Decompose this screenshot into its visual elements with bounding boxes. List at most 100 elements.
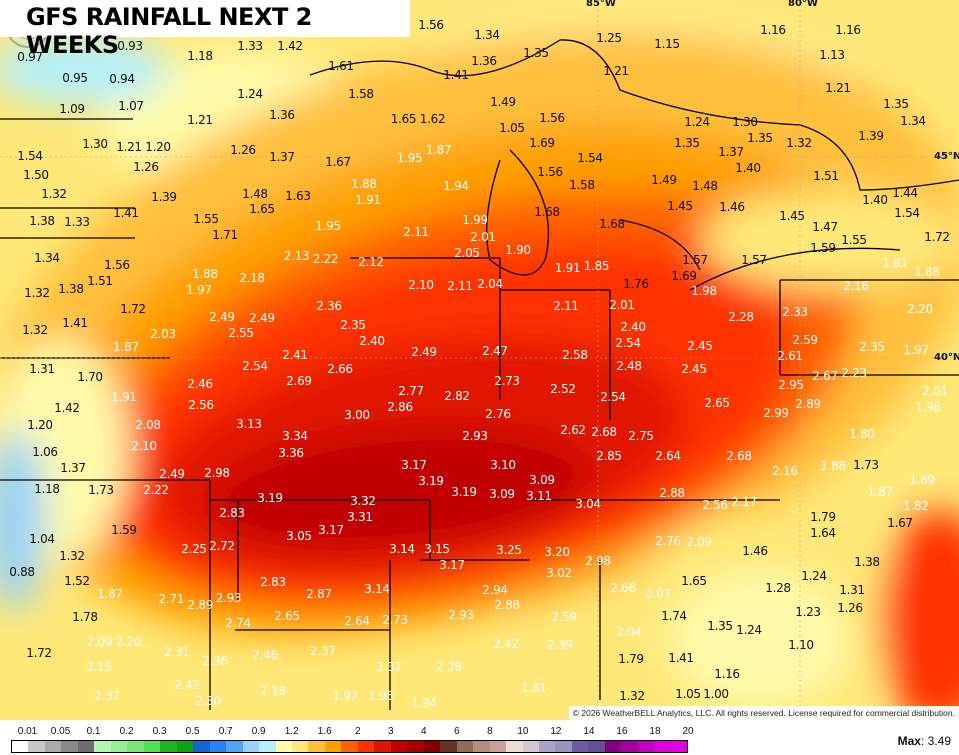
- rainfall-value-label: 1.21: [603, 64, 629, 78]
- rainfall-value-label: 2.76: [655, 534, 681, 548]
- rainfall-value-label: 2.11: [403, 225, 429, 239]
- rainfall-value-label: 3.19: [451, 485, 477, 499]
- rainfall-value-label: 1.40: [735, 161, 761, 175]
- rainfall-value-label: 0.95: [62, 71, 88, 85]
- rainfall-value-label: 2.37: [310, 644, 336, 658]
- rainfall-value-label: 3.04: [575, 497, 601, 511]
- rainfall-value-label: 2.35: [340, 317, 366, 332]
- rainfall-value-label: 2.59: [792, 333, 818, 347]
- rainfall-value-label: 2.86: [387, 399, 413, 414]
- rainfall-value-label: 1.74: [661, 609, 687, 623]
- rainfall-value-label: 1.54: [577, 151, 603, 165]
- rainfall-value-label: 1.21: [825, 81, 851, 95]
- rainfall-value-label: 1.45: [779, 209, 805, 223]
- legend-tick-label: 16: [616, 726, 628, 737]
- rainfall-value-label: 1.41: [62, 316, 88, 330]
- rainfall-value-label: 1.95: [396, 151, 423, 165]
- rainfall-value-label: 1.42: [277, 39, 303, 53]
- rainfall-value-label: 1.36: [471, 54, 497, 68]
- rainfall-value-label: 1.33: [237, 39, 263, 53]
- rainfall-value-label: 1.48: [242, 187, 268, 201]
- rainfall-value-label: 1.07: [118, 99, 144, 113]
- rainfall-value-label: 1.81: [521, 681, 547, 695]
- rainfall-value-label: 2.16: [772, 464, 798, 478]
- legend-swatch: [456, 741, 474, 752]
- rainfall-value-label: 1.39: [151, 190, 177, 204]
- rainfall-value-label: 1.24: [801, 569, 827, 583]
- legend-swatch: [193, 741, 210, 752]
- rainfall-value-label: 2.13: [283, 249, 310, 263]
- rainfall-value-label: 2.46: [252, 648, 278, 662]
- rainfall-value-label: 1.41: [443, 68, 469, 82]
- rainfall-value-label: 2.83: [219, 506, 245, 520]
- legend-swatch: [506, 741, 523, 752]
- rainfall-value-label: 2.59: [551, 610, 577, 624]
- rainfall-value-label: 1.87: [867, 485, 893, 499]
- rainfall-value-label: 1.69: [529, 136, 555, 150]
- rainfall-value-label: 1.50: [23, 168, 49, 182]
- rainfall-value-label: 1.67: [325, 155, 351, 169]
- map-title: GFS RAINFALL NEXT 2 WEEKS: [26, 3, 312, 59]
- rainfall-value-label: 1.21: [187, 113, 213, 127]
- rainfall-value-label: 1.68: [599, 217, 625, 231]
- rainfall-value-label: 1.70: [77, 370, 103, 384]
- legend-tick-label: 0.9: [251, 726, 266, 737]
- rainfall-value-label: 1.35: [747, 131, 773, 145]
- legend-swatch: [94, 741, 111, 752]
- rainfall-value-label: 2.69: [286, 374, 312, 388]
- rainfall-value-label: 1.49: [651, 173, 677, 187]
- rainfall-value-label: 2.01: [470, 229, 496, 244]
- legend-tick-label: 2: [354, 726, 361, 737]
- rainfall-value-label: 1.47: [812, 220, 838, 234]
- rainfall-value-label: 1.44: [892, 186, 918, 200]
- legend-tick-label: 6: [454, 726, 460, 737]
- rainfall-value-label: 2.64: [655, 449, 681, 463]
- legend-tick-label: 0.3: [152, 726, 167, 737]
- latitude-40n-label: 40°N: [934, 352, 959, 363]
- longitude-80w-label: 80°W: [788, 0, 818, 9]
- rainfall-value-label: 1.61: [328, 59, 354, 73]
- legend-tick-label: 8: [487, 726, 493, 737]
- rainfall-value-label: 2.11: [553, 299, 579, 313]
- rainfall-value-label: 2.48: [616, 359, 642, 373]
- rainfall-value-label: 3.17: [439, 558, 465, 572]
- legend-swatch: [209, 741, 227, 752]
- rainfall-value-label: 1.72: [120, 302, 146, 316]
- legend-swatch: [12, 741, 29, 752]
- legend-swatch: [637, 741, 655, 752]
- rainfall-value-label: 1.32: [619, 689, 645, 703]
- rainfall-value-label: 2.28: [436, 660, 462, 674]
- rainfall-value-label: 2.23: [841, 366, 867, 380]
- rainfall-value-label: 2.09: [686, 535, 712, 549]
- rainfall-value-label: 2.65: [704, 396, 730, 410]
- rainfall-value-label: 1.20: [145, 140, 171, 154]
- rainfall-value-label: 1.15: [654, 37, 680, 51]
- legend-tick-label: 14: [583, 726, 595, 737]
- copyright-notice: © 2026 WeatherBELL Analytics, LLC. All r…: [568, 706, 959, 720]
- rainfall-value-label: 1.13: [819, 48, 845, 62]
- rainfall-value-label: 2.04: [616, 625, 642, 639]
- rainfall-value-label: 2.47: [482, 344, 508, 358]
- rainfall-value-label: 2.98: [585, 554, 611, 568]
- rainfall-value-label: 3.09: [489, 487, 515, 501]
- legend-swatch: [489, 741, 507, 752]
- legend-swatch: [407, 741, 424, 752]
- rainfall-value-label: 1.24: [237, 87, 263, 101]
- rainfall-map: 0.97 0.93 1.18 1.33 1.42 0.95 0.94 1.09 1.07 1.24…: [0, 0, 959, 720]
- rainfall-value-label: 1.49: [490, 95, 516, 109]
- rainfall-value-label: 2.36: [316, 299, 342, 313]
- rainfall-value-label: 2.87: [306, 587, 332, 601]
- rainfall-value-label: 1.05: [675, 687, 701, 701]
- rainfall-value-label: 1.09: [59, 102, 85, 116]
- rainfall-value-label: 1.46: [742, 544, 768, 558]
- rainfall-value-label: 2.77: [398, 383, 424, 398]
- rainfall-value-label: 2.68: [591, 425, 617, 439]
- rainfall-value-label: 3.17: [401, 458, 427, 472]
- rainfall-value-label: 1.98: [691, 284, 717, 298]
- rainfall-value-label: 0.97: [17, 50, 43, 64]
- rainfall-value-label: 1.26: [133, 160, 159, 174]
- rainfall-value-label: 2.67: [812, 369, 838, 383]
- rainfall-value-label: 1.32: [24, 286, 50, 300]
- rainfall-value-label: 2.76: [485, 407, 511, 421]
- rainfall-value-label: 2.54: [615, 335, 641, 350]
